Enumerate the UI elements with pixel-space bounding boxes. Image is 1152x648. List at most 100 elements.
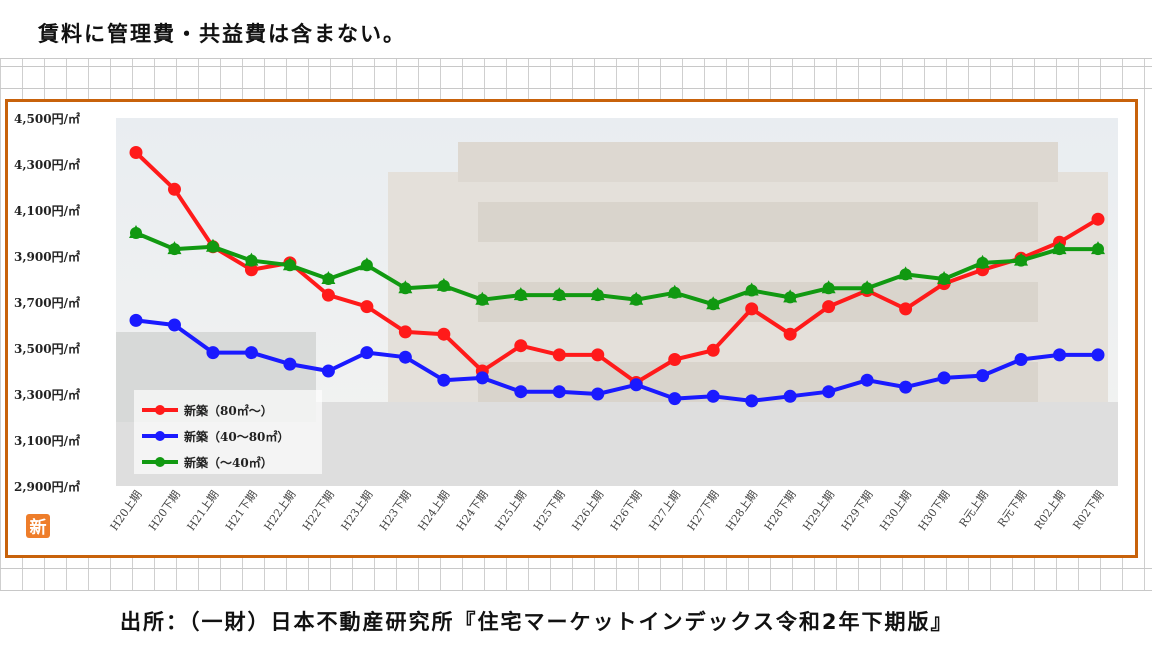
x-tick-label: R02下期 (1070, 488, 1106, 532)
y-tick-label: 2,900円/㎡ (14, 479, 80, 494)
x-tick-label: H20下期 (146, 488, 183, 533)
data-point (1053, 243, 1066, 256)
series-layer (129, 146, 1105, 408)
data-point (167, 182, 181, 196)
y-tick-label: 3,500円/㎡ (14, 341, 80, 356)
y-tick-label: 4,100円/㎡ (14, 203, 80, 218)
source-note: 出所：（一財）日本不動産研究所『住宅マーケットインデックス令和2年下期版』 (120, 610, 954, 634)
data-point (283, 357, 297, 371)
badge-bg (26, 514, 50, 538)
data-point (591, 387, 605, 401)
x-tick-label: H25上期 (492, 488, 529, 533)
y-tick-label: 3,100円/㎡ (14, 433, 80, 448)
data-point (437, 279, 450, 292)
x-tick-label: H21上期 (185, 488, 222, 533)
footer-band (0, 590, 1152, 648)
x-tick-label: H25下期 (531, 488, 568, 533)
data-point (398, 350, 412, 364)
data-point (629, 378, 643, 392)
data-point (321, 288, 335, 302)
data-point (899, 268, 912, 281)
grid-line (0, 88, 1152, 89)
data-point (706, 389, 720, 403)
data-point (244, 263, 258, 277)
x-axis: H20上期 H20下期 H21上期 H21下期 H22上期 H22下期 H23上期 H23下期… (108, 488, 1107, 533)
data-point (514, 385, 528, 399)
grid-line (0, 66, 1152, 67)
data-point (437, 327, 451, 341)
x-tick-label: H22下期 (300, 488, 337, 533)
header-band (0, 0, 1152, 58)
x-tick-label: H29下期 (839, 488, 876, 533)
x-tick-label: H29上期 (800, 488, 837, 533)
x-tick-label: R02上期 (1032, 488, 1068, 532)
new-badge: 新 (26, 514, 50, 538)
x-tick-label: H30下期 (916, 488, 953, 533)
data-point (360, 300, 374, 314)
x-tick-label: H22上期 (262, 488, 299, 533)
data-point (630, 293, 643, 306)
data-point (129, 313, 143, 327)
x-tick-label: H24上期 (415, 488, 452, 533)
data-point (245, 254, 258, 267)
data-point (321, 364, 335, 378)
y-axis: 4,500円/㎡ 4,300円/㎡ 4,100円/㎡ 3,900円/㎡ 3,700円/㎡… (14, 111, 80, 494)
legend-label: 新築（～40㎡） (184, 455, 273, 470)
data-point (745, 302, 759, 316)
data-point (476, 293, 489, 306)
legend-marker (155, 405, 165, 415)
x-tick-label: H30上期 (877, 488, 914, 533)
x-tick-label: H26上期 (569, 488, 606, 533)
legend-marker (155, 457, 165, 467)
data-point (129, 146, 143, 159)
badge-label: 新 (30, 517, 47, 538)
data-point (591, 289, 604, 302)
data-point (167, 318, 181, 332)
data-point (398, 325, 412, 339)
data-point (707, 298, 720, 311)
data-point (552, 385, 566, 399)
data-point (514, 289, 527, 302)
data-point (822, 300, 836, 314)
rent-note: 賃料に管理費・共益費は含まない。 (38, 22, 406, 46)
series-line-2 (135, 231, 1098, 307)
data-point (360, 346, 374, 360)
data-point (1015, 254, 1028, 267)
x-tick-label: H23下期 (377, 488, 414, 533)
data-point (668, 392, 682, 406)
y-tick-label: 3,900円/㎡ (14, 249, 80, 264)
data-point (668, 286, 681, 299)
series-line-1 (135, 318, 1098, 403)
x-tick-label: H20上期 (108, 488, 145, 533)
grid-line (0, 58, 1152, 59)
data-point (168, 243, 181, 256)
x-tick-label: H28下期 (762, 488, 799, 533)
grid-line (0, 568, 1152, 569)
data-point (822, 385, 836, 399)
legend-marker (155, 431, 165, 441)
data-point (784, 291, 797, 304)
data-point (552, 348, 566, 362)
data-point (1091, 348, 1105, 362)
chart-frame: 4,500円/㎡ 4,300円/㎡ 4,100円/㎡ 3,900円/㎡ 3,700円/㎡… (5, 99, 1138, 558)
y-tick-label: 3,300円/㎡ (14, 387, 80, 402)
data-point (283, 259, 296, 272)
data-point (130, 227, 142, 239)
data-point (399, 282, 412, 295)
data-point (822, 282, 835, 295)
data-point (976, 369, 990, 383)
data-point (745, 394, 759, 408)
data-point (1092, 243, 1104, 256)
x-tick-label: H26下期 (608, 488, 645, 533)
legend-label: 新築（80㎡～） (184, 403, 273, 418)
data-point (1091, 212, 1105, 226)
data-point (668, 353, 682, 366)
data-point (937, 371, 951, 385)
data-point (322, 273, 335, 285)
x-tick-label: H27上期 (646, 488, 683, 533)
data-point (745, 284, 758, 297)
data-point (437, 373, 451, 387)
data-point (514, 339, 528, 353)
legend: 新築（80㎡～） 新築（40～80㎡） 新築（～40㎡） (134, 390, 322, 474)
data-point (553, 289, 566, 302)
